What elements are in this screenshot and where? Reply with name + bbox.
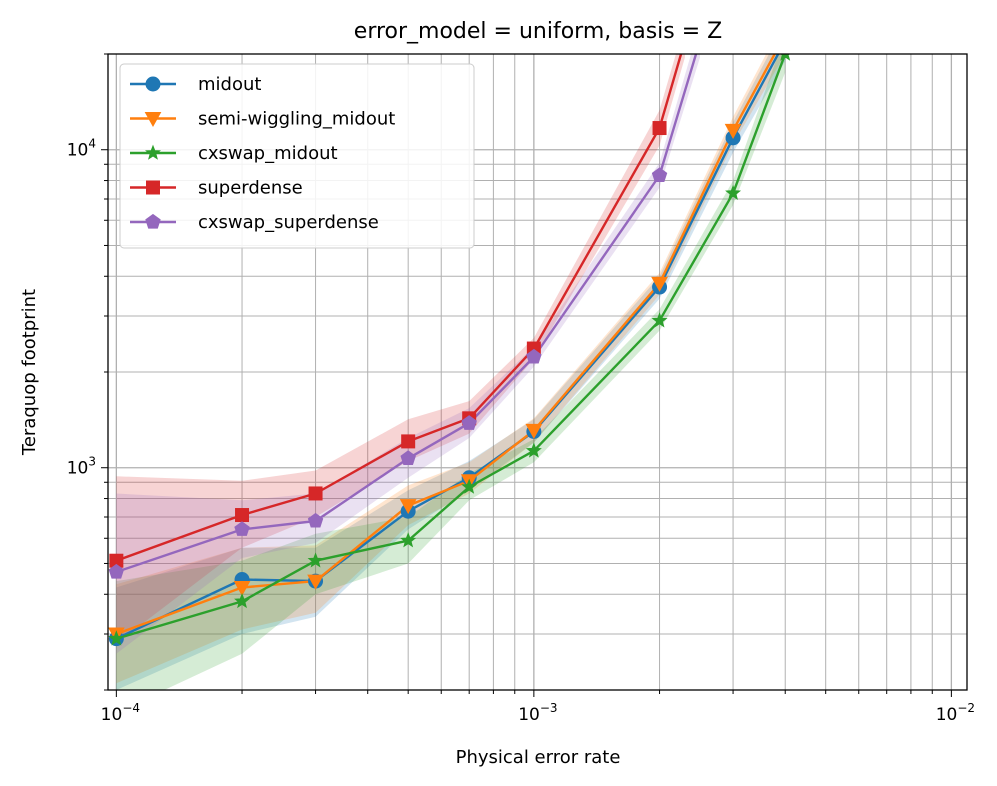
y-tick-label: 103 <box>67 455 96 479</box>
legend-label-cxswap_superdense: cxswap_superdense <box>198 212 379 233</box>
point-cxswap_midout <box>651 312 668 328</box>
point-cxswap_midout <box>780 54 791 61</box>
point-cxswap_midout <box>108 630 125 646</box>
x-tick-base: 10 <box>518 705 540 725</box>
point-cxswap_superdense <box>651 167 668 183</box>
axis-ticks <box>101 53 952 697</box>
line-cxswap_superdense <box>115 54 698 574</box>
legend: midout semi-wiggling_midout cxswap_midouts… <box>119 63 475 249</box>
point-superdense <box>308 486 323 501</box>
point-cxswap_superdense <box>461 415 477 430</box>
legend-marker-cxswap_midout <box>145 144 161 160</box>
y-tick-base: 10 <box>67 459 89 479</box>
y-tick-base: 10 <box>67 141 89 161</box>
point-superdense <box>235 508 250 523</box>
point-cxswap_superdense <box>307 512 324 528</box>
series-markers <box>108 54 791 647</box>
y-tick-exponent: 4 <box>88 137 96 151</box>
legend-label-midout: midout <box>198 74 261 95</box>
x-tick-label: 10−2 <box>936 701 975 725</box>
legend-marker-midout <box>145 76 161 92</box>
chart-title: error_model = uniform, basis = Z <box>354 19 722 44</box>
point-semi-wiggling_midout <box>525 423 543 439</box>
line-superdense <box>115 54 683 562</box>
x-tick-exponent: −4 <box>122 701 140 715</box>
legend-frame <box>119 63 475 249</box>
point-semi-wiggling_midout <box>233 581 251 597</box>
point-cxswap_midout <box>525 442 542 458</box>
y-tick-exponent: 3 <box>88 455 96 469</box>
legend-label-superdense: superdense <box>198 178 303 199</box>
point-semi-wiggling_midout <box>307 574 324 590</box>
x-tick-label: 10−3 <box>518 701 557 725</box>
legend-label-semi-wiggling_midout: semi-wiggling_midout <box>198 109 395 130</box>
x-tick-label: 10−4 <box>101 701 140 725</box>
y-axis-label: Teraquop footprint <box>19 289 40 456</box>
point-cxswap_midout <box>307 552 324 568</box>
band-cxswap_midout <box>116 54 786 690</box>
x-tick-exponent: −2 <box>957 701 975 715</box>
y-tick-label: 104 <box>67 137 96 161</box>
band-semi-wiggling_midout <box>116 54 786 684</box>
point-cxswap_superdense <box>526 348 542 364</box>
point-superdense <box>401 434 416 449</box>
confidence-bands <box>116 54 786 690</box>
band-midout <box>116 54 786 690</box>
point-semi-wiggling_midout <box>399 499 417 515</box>
legend-marker-cxswap_superdense <box>145 213 161 229</box>
legend-label-cxswap_midout: cxswap_midout <box>198 143 338 164</box>
legend-marker-superdense <box>146 180 160 195</box>
band-superdense <box>116 54 685 644</box>
point-cxswap_superdense <box>400 450 416 465</box>
point-semi-wiggling_midout <box>651 276 668 292</box>
point-cxswap_midout <box>461 478 478 494</box>
x-tick-exponent: −3 <box>540 701 558 715</box>
x-tick-labels: 10−4 10−3 10−2 <box>101 701 975 725</box>
point-superdense <box>652 121 667 136</box>
x-tick-base: 10 <box>936 705 958 725</box>
x-tick-base: 10 <box>101 705 123 725</box>
x-axis-label: Physical error rate <box>456 747 621 768</box>
band-cxswap_superdense <box>116 54 700 654</box>
point-cxswap_superdense <box>108 563 125 579</box>
legend-marker-semi-wiggling_midout <box>144 112 162 128</box>
point-cxswap_midout <box>725 184 742 200</box>
point-cxswap_midout <box>400 532 417 548</box>
point-cxswap_midout <box>234 592 251 609</box>
point-semi-wiggling_midout <box>724 123 742 139</box>
point-cxswap_superdense <box>234 521 250 536</box>
